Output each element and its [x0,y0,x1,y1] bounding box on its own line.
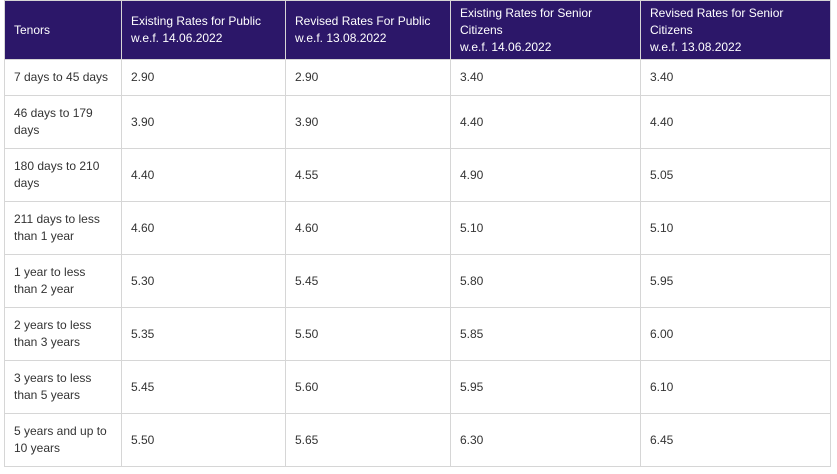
rate-cell: 5.80 [450,254,641,308]
header-text: Revised Rates For Public [295,14,431,28]
header-cell: Existing Rates for Senior Citizens w.e.f.… [450,0,641,60]
rates-table: Tenors Existing Rates for Public w.e.f. 14… [4,0,831,467]
table-row: 180 days to 210 days 4.40 4.55 4.90 5.05 [4,148,831,202]
rate-cell: 6.45 [640,413,831,467]
header-cell: Existing Rates for Public w.e.f. 14.06.20… [121,0,286,60]
rate-cell: 5.50 [285,307,451,361]
table-row: 2 years to less than 3 years 5.35 5.50 5.85… [4,307,831,361]
header-text: w.e.f. 14.06.2022 [460,39,552,54]
header-text: Revised Rates for Senior Citizens [650,5,784,37]
tenor-cell: 180 days to 210 days [4,148,122,202]
table-row: 211 days to less than 1 year 4.60 4.60 5.10… [4,201,831,255]
rate-cell: 3.90 [121,95,286,149]
rate-cell: 4.90 [450,148,641,202]
header-cell: Tenors [4,0,122,60]
rate-cell: 5.60 [285,360,451,414]
rate-cell: 5.30 [121,254,286,308]
rate-cell: 2.90 [121,59,286,96]
rate-cell: 5.50 [121,413,286,467]
rate-cell: 5.95 [450,360,641,414]
rate-cell: 4.60 [285,201,451,255]
tenor-cell: 1 year to less than 2 year [4,254,122,308]
tenor-cell: 211 days to less than 1 year [4,201,122,255]
tenor-cell: 7 days to 45 days [4,59,122,96]
header-cell: Revised Rates for Senior Citizens w.e.f. … [640,0,831,60]
rate-cell: 5.05 [640,148,831,202]
rate-cell: 5.65 [285,413,451,467]
tenor-cell: 46 days to 179 days [4,95,122,149]
rate-cell: 5.45 [285,254,451,308]
header-row: Tenors Existing Rates for Public w.e.f. 14… [4,0,831,60]
rate-cell: 5.85 [450,307,641,361]
table-row: 7 days to 45 days 2.90 2.90 3.40 3.40 [4,59,831,96]
rate-cell: 5.10 [450,201,641,255]
rate-cell: 3.90 [285,95,451,149]
rate-cell: 2.90 [285,59,451,96]
rate-cell: 6.00 [640,307,831,361]
rate-cell: 5.35 [121,307,286,361]
tenor-cell: 3 years to less than 5 years [4,360,122,414]
rate-cell: 4.40 [450,95,641,149]
rate-cell: 5.45 [121,360,286,414]
header-text: Tenors [14,22,51,37]
header-text: w.e.f. 13.08.2022 [650,39,742,54]
table-row: 1 year to less than 2 year 5.30 5.45 5.80 5.… [4,254,831,308]
rate-cell: 6.30 [450,413,641,467]
table-row: 46 days to 179 days 3.90 3.90 4.40 4.40 [4,95,831,149]
rate-cell: 4.55 [285,148,451,202]
rate-cell: 6.10 [640,360,831,414]
tenor-cell: 5 years and up to 10 years [4,413,122,467]
table-body: 7 days to 45 days 2.90 2.90 3.40 3.40 46 days… [4,59,831,467]
rate-cell: 3.40 [640,59,831,96]
header-text: w.e.f. 13.08.2022 [295,31,387,45]
header-text: Existing Rates for Senior Citizens [460,5,593,37]
header-text: Existing Rates for Public [131,14,262,28]
rate-cell: 3.40 [450,59,641,96]
table-row: 5 years and up to 10 years 5.50 5.65 6.30 6.… [4,413,831,467]
rate-cell: 5.95 [640,254,831,308]
header-text: w.e.f. 14.06.2022 [131,31,223,45]
header-cell: Revised Rates For Public w.e.f. 13.08.202… [285,0,451,60]
rate-cell: 4.40 [640,95,831,149]
rate-cell: 5.10 [640,201,831,255]
rate-cell: 4.40 [121,148,286,202]
tenor-cell: 2 years to less than 3 years [4,307,122,361]
rate-cell: 4.60 [121,201,286,255]
table-row: 3 years to less than 5 years 5.45 5.60 5.95… [4,360,831,414]
